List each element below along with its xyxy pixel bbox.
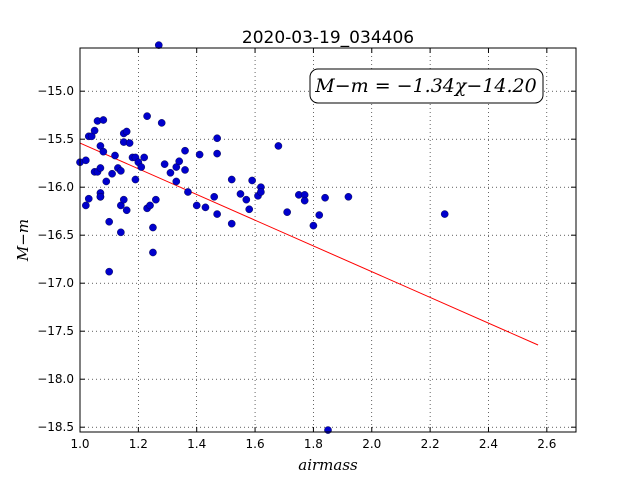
data-point [140, 153, 148, 162]
data-point [321, 193, 329, 202]
data-point [257, 188, 265, 196]
data-point [213, 210, 221, 218]
x-tick-label: 2.0 [362, 437, 381, 451]
data-point [236, 190, 245, 198]
y-tick-label: −16.5 [37, 228, 74, 242]
y-tick-label: −18.0 [37, 372, 74, 386]
data-point [242, 195, 251, 204]
grid-lines [79, 48, 576, 432]
x-tick-label: 1.2 [129, 437, 148, 451]
data-point [90, 126, 99, 135]
data-point [309, 221, 318, 230]
x-axis-label: airmass [298, 456, 358, 474]
data-point [149, 223, 157, 232]
data-point [157, 119, 166, 127]
data-point [181, 166, 189, 174]
data-point [160, 160, 169, 168]
data-point [149, 248, 157, 257]
data-point [105, 217, 113, 226]
fit-line [79, 142, 539, 346]
x-tick-label: 1.4 [187, 437, 206, 451]
x-tick-label: 1.6 [246, 437, 265, 451]
data-point [274, 142, 283, 150]
x-tick-label: 1.8 [304, 437, 323, 451]
data-point [440, 210, 449, 218]
equation-annotation: M−m = −1.34χ−14.20 [309, 68, 544, 104]
data-point [82, 201, 90, 210]
data-point [172, 177, 181, 186]
y-tick-label: −17.0 [37, 276, 74, 290]
data-point [181, 146, 189, 155]
y-tick-label: −16.0 [37, 180, 74, 194]
y-axis-label: M−m [14, 219, 32, 262]
x-tick-label: 2.2 [421, 437, 440, 451]
data-point [117, 167, 125, 175]
data-point [344, 192, 353, 201]
data-point [143, 112, 151, 120]
tick-labels: 1.0 1.2 1.4 1.6 1.8 2.0 2.2 2.4 2.6 −15.0 −15.5 −16… [37, 84, 556, 451]
data-point [300, 196, 309, 205]
data-point [201, 203, 210, 212]
y-tick-label: −15.5 [37, 132, 74, 146]
data-point [82, 156, 90, 165]
data-point [122, 206, 131, 215]
data-point [137, 163, 146, 171]
equation-text: M−m = −1.34χ−14.20 [314, 75, 536, 97]
plot-frame [79, 47, 577, 433]
data-point [166, 168, 175, 177]
data-point [154, 41, 163, 49]
data-point [213, 134, 221, 143]
data-point [248, 176, 256, 185]
data-point [213, 149, 221, 158]
data-point [315, 211, 324, 219]
data-point [195, 150, 204, 159]
x-tick-label: 2.4 [479, 437, 498, 451]
data-point [108, 169, 116, 178]
data-point [111, 151, 119, 160]
data-point [122, 127, 131, 136]
data-point [184, 188, 192, 196]
data-point [146, 201, 154, 210]
fit-line-layer [79, 142, 539, 346]
data-point [192, 201, 201, 210]
axis-ticks [79, 48, 576, 432]
data-point [84, 194, 93, 203]
data-point [283, 208, 291, 216]
y-tick-label: −17.5 [37, 324, 74, 338]
data-point [119, 195, 128, 204]
data-point [175, 157, 183, 166]
x-tick-label: 2.6 [537, 437, 556, 451]
y-tick-label: −18.5 [37, 420, 74, 434]
data-point [99, 147, 108, 156]
data-point [227, 219, 236, 228]
data-point [99, 116, 108, 124]
data-point [96, 164, 105, 172]
data-point [117, 228, 125, 237]
data-point [210, 192, 219, 201]
data-points [76, 41, 449, 434]
data-point [324, 426, 332, 434]
data-point [131, 175, 140, 184]
x-tick-label: 1.0 [70, 437, 89, 451]
plot-area [80, 48, 576, 432]
data-point [105, 267, 113, 276]
equation-box [309, 68, 544, 104]
data-point [227, 175, 236, 184]
data-point [102, 177, 111, 186]
chart-title: 2020-03-19_034406 [242, 28, 414, 48]
data-point [152, 195, 160, 204]
data-point [125, 139, 134, 147]
data-point [245, 205, 254, 214]
data-point [96, 192, 105, 201]
y-tick-label: −15.0 [37, 84, 74, 98]
